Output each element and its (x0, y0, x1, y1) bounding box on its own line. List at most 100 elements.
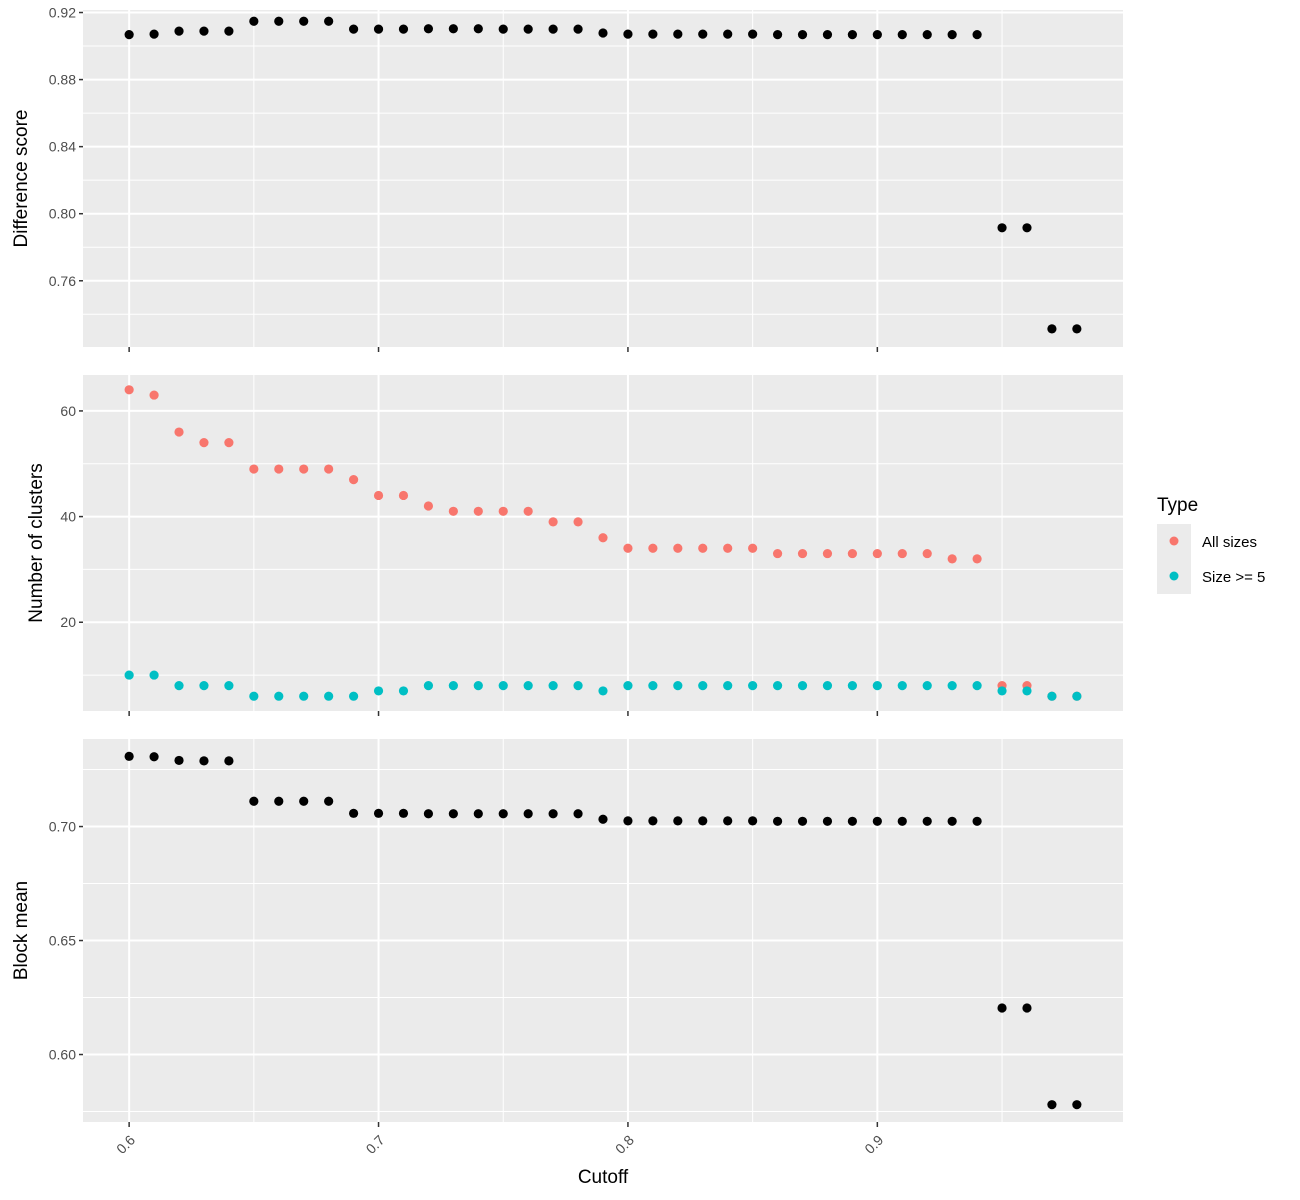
data-point-all-sizes (348, 475, 359, 485)
data-point-all-sizes (423, 501, 434, 511)
data-point-size-5 (872, 681, 882, 691)
data-point-all-sizes (473, 506, 483, 516)
panel-1: 0.76 0.80 0.84 0.88 0.92 Difference score (11, 5, 1123, 352)
data-point-size-5 (997, 686, 1007, 696)
data-point-size-5 (723, 681, 733, 691)
data-point-size-5 (224, 681, 234, 691)
data-point (822, 816, 833, 826)
data-point-size-5 (299, 691, 309, 701)
data-point-all-sizes (373, 490, 384, 501)
x-axis-title: Cutoff (578, 1167, 629, 1188)
y-tick-label: 0.70 (49, 819, 76, 835)
data-point (249, 796, 259, 806)
data-point-all-sizes (249, 464, 259, 474)
data-point (1022, 1003, 1032, 1013)
y-axis-title: Number of clusters (26, 463, 47, 622)
data-point (124, 30, 134, 40)
data-point-size-5 (398, 686, 409, 696)
data-point (997, 1003, 1007, 1013)
data-point-size-5 (673, 681, 683, 691)
data-point-all-sizes (673, 543, 683, 553)
data-point-size-5 (1072, 691, 1082, 701)
data-point-all-sizes (972, 554, 982, 564)
data-point-size-5 (373, 686, 384, 696)
y-tick-label: 0.88 (49, 72, 76, 88)
data-point (324, 796, 334, 806)
data-point (698, 29, 708, 39)
legend-label-all-sizes: All sizes (1202, 534, 1257, 551)
data-point-size-5 (498, 681, 508, 691)
data-point-all-sizes (648, 543, 658, 553)
legend: Type All sizes Size >= 5 (1157, 495, 1265, 594)
panel-background (83, 739, 1123, 1122)
data-point-all-sizes (124, 385, 134, 395)
data-point (723, 29, 733, 39)
data-point-all-sizes (274, 464, 284, 474)
data-point (723, 816, 733, 826)
data-point (1072, 1100, 1082, 1110)
data-point (573, 809, 583, 819)
y-tick-label: 0.65 (49, 933, 76, 949)
data-point-all-sizes (748, 543, 758, 553)
data-point (673, 816, 683, 826)
data-point (648, 29, 658, 39)
data-point (348, 24, 359, 34)
data-point-size-5 (249, 691, 259, 701)
data-point-size-5 (648, 681, 658, 691)
data-point (473, 24, 483, 34)
data-point-all-sizes (772, 548, 783, 559)
data-point-size-5 (947, 681, 957, 691)
data-point (797, 816, 808, 826)
legend-title: Type (1157, 495, 1198, 516)
data-point (947, 30, 957, 40)
data-point-size-5 (149, 670, 159, 680)
data-point (548, 24, 558, 34)
data-point (199, 26, 209, 36)
data-point (598, 814, 608, 824)
data-point (623, 29, 633, 39)
data-point-size-5 (348, 691, 359, 701)
data-point (324, 16, 334, 26)
data-point (423, 809, 434, 819)
data-point (274, 16, 284, 26)
data-point-all-sizes (299, 464, 309, 474)
data-point-size-5 (797, 681, 808, 691)
data-point (398, 808, 409, 818)
data-point (1022, 223, 1032, 233)
data-point (997, 223, 1007, 233)
data-point-all-sizes (174, 427, 184, 437)
data-point (822, 30, 833, 40)
data-point (847, 30, 858, 40)
data-point (847, 816, 858, 826)
y-tick-label: 0.76 (49, 273, 76, 289)
data-point-all-sizes (723, 543, 733, 553)
data-point (947, 816, 957, 826)
y-axis-title: Difference score (11, 110, 32, 248)
data-point (423, 24, 434, 34)
data-point-size-5 (1022, 686, 1032, 696)
data-point-all-sizes (324, 464, 334, 474)
data-point-all-sizes (573, 517, 583, 527)
data-point-all-sizes (847, 548, 858, 559)
data-point-size-5 (772, 681, 783, 691)
data-point (274, 796, 284, 806)
data-point (748, 816, 758, 826)
data-point-size-5 (698, 681, 708, 691)
data-point-size-5 (1047, 691, 1057, 701)
data-point (149, 752, 159, 762)
data-point (299, 796, 309, 806)
data-point-size-5 (423, 681, 434, 691)
data-point-size-5 (623, 681, 633, 691)
data-point (448, 24, 458, 34)
data-point-all-sizes (872, 548, 882, 559)
panel-2: 20 40 60 Number of clusters (26, 375, 1123, 716)
data-point-all-sizes (947, 554, 957, 564)
legend-dot-all-sizes (1169, 536, 1179, 546)
panel-background (83, 10, 1123, 347)
data-point-size-5 (548, 681, 558, 691)
x-tick-label: 0.7 (363, 1132, 388, 1157)
data-point (473, 809, 483, 819)
data-point-all-sizes (548, 517, 558, 527)
data-point (1047, 324, 1057, 334)
